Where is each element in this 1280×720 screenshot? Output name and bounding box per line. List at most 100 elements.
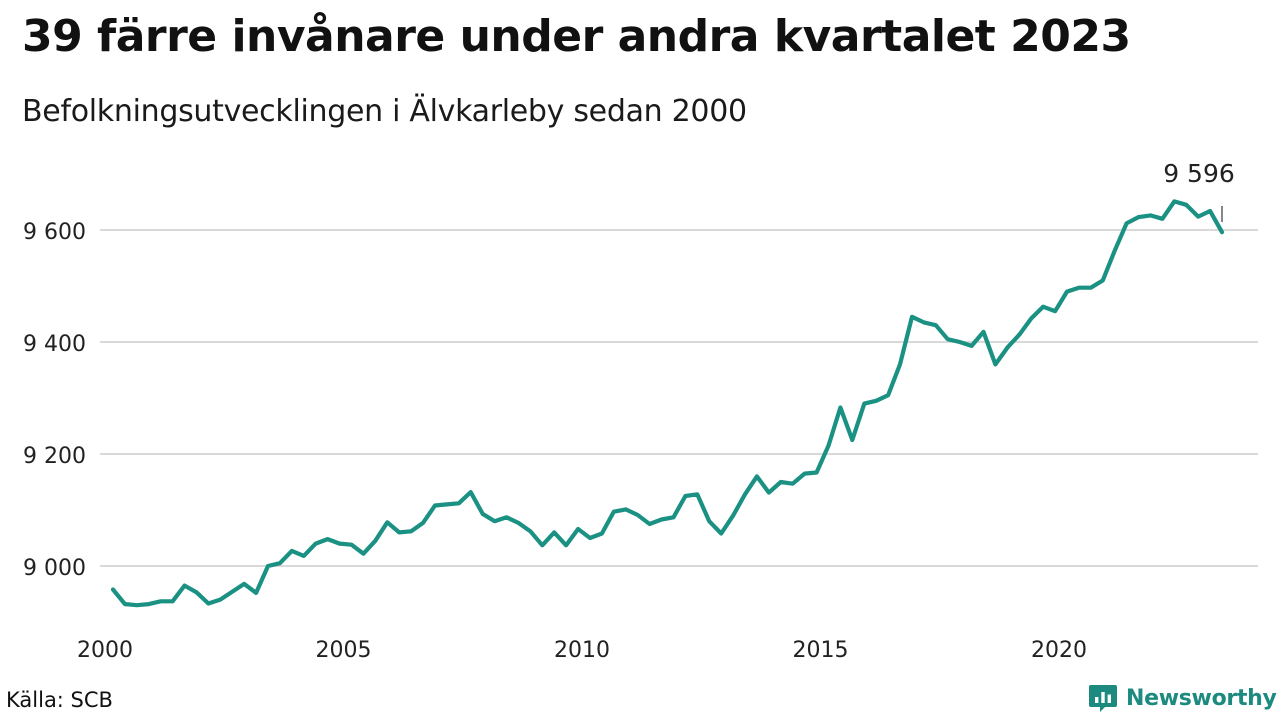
data-point — [600, 531, 604, 535]
data-point — [1041, 305, 1045, 309]
population-series-line — [110, 199, 1225, 608]
data-point — [910, 315, 914, 319]
bar-chart-icon — [1089, 685, 1117, 712]
data-point — [325, 537, 329, 541]
data-point — [1017, 333, 1021, 337]
data-point — [1136, 215, 1140, 219]
data-point — [647, 522, 651, 526]
data-point — [826, 443, 830, 447]
data-point — [385, 520, 389, 524]
data-point — [206, 601, 210, 605]
data-point — [159, 599, 163, 603]
x-tick-label: 2000 — [77, 638, 133, 663]
x-tick-label: 2020 — [1031, 638, 1087, 663]
x-axis-tick-labels: 2000 2005 2010 2015 2020 — [77, 638, 1087, 663]
data-point — [564, 543, 568, 547]
data-point — [409, 529, 413, 533]
data-point — [671, 515, 675, 519]
data-point — [958, 340, 962, 344]
data-point — [814, 470, 818, 474]
data-point — [516, 521, 520, 525]
data-point — [552, 530, 556, 534]
data-point — [457, 501, 461, 505]
data-point — [981, 330, 985, 334]
data-point — [481, 512, 485, 516]
data-point — [1005, 345, 1009, 349]
data-point — [194, 590, 198, 594]
data-point — [302, 554, 306, 558]
x-tick-label: 2005 — [315, 638, 371, 663]
data-point — [1053, 309, 1057, 313]
last-value-label: 9 596 — [1163, 159, 1235, 188]
data-point — [946, 337, 950, 341]
data-point — [242, 582, 246, 586]
data-point — [1065, 289, 1069, 293]
chart-subtitle: Befolkningsutvecklingen i Älvkarleby sed… — [22, 94, 747, 129]
data-point — [802, 471, 806, 475]
data-point — [278, 561, 282, 565]
y-tick-label: 9 400 — [23, 332, 86, 357]
data-point — [1184, 203, 1188, 207]
data-point — [111, 587, 115, 591]
data-point — [862, 401, 866, 405]
data-point — [1089, 286, 1093, 290]
data-point — [349, 543, 353, 547]
source-note: Källa: SCB — [6, 688, 113, 712]
data-point — [624, 507, 628, 511]
data-point — [290, 549, 294, 553]
y-axis-tick-labels: 9 000 9 200 9 400 9 600 — [23, 220, 86, 581]
x-tick-label: 2010 — [554, 638, 610, 663]
data-point — [707, 519, 711, 523]
data-point — [1148, 213, 1152, 217]
data-point — [874, 399, 878, 403]
data-point — [504, 515, 508, 519]
data-point — [612, 510, 616, 514]
line-chart: 9 000 9 200 9 400 9 600 2000 2005 2010 2015 202… — [23, 159, 1258, 663]
data-point — [993, 362, 997, 366]
brand-name: Newsworthy — [1126, 685, 1277, 711]
data-point — [588, 536, 592, 540]
data-point — [922, 320, 926, 324]
data-point — [731, 513, 735, 517]
data-point — [397, 530, 401, 534]
brand-logo: Newsworthy — [1088, 683, 1277, 713]
data-point — [934, 323, 938, 327]
data-point — [898, 362, 902, 366]
data-point — [433, 503, 437, 507]
data-point — [147, 602, 151, 606]
data-point — [1196, 214, 1200, 218]
data-point — [791, 482, 795, 486]
data-point — [1160, 217, 1164, 221]
data-point — [1208, 209, 1212, 213]
data-point — [230, 590, 234, 594]
data-point — [135, 603, 139, 607]
data-point — [683, 494, 687, 498]
data-point — [695, 492, 699, 496]
gridlines — [100, 229, 1258, 567]
x-tick-label: 2015 — [792, 638, 848, 663]
data-point — [314, 541, 318, 545]
data-point — [218, 597, 222, 601]
data-point — [170, 599, 174, 603]
data-point — [755, 474, 759, 478]
data-point — [1077, 286, 1081, 290]
data-point — [540, 543, 544, 547]
data-point — [767, 490, 771, 494]
data-point — [492, 519, 496, 523]
data-points — [111, 199, 1224, 607]
data-point — [361, 552, 365, 556]
data-point — [779, 480, 783, 484]
data-point — [182, 583, 186, 587]
data-point — [445, 502, 449, 506]
data-point — [528, 529, 532, 533]
data-point — [1172, 199, 1176, 203]
data-point — [886, 393, 890, 397]
data-point — [1113, 249, 1117, 253]
data-point — [421, 521, 425, 525]
data-point — [373, 539, 377, 543]
data-point — [1029, 316, 1033, 320]
data-point — [254, 591, 258, 595]
data-point — [469, 490, 473, 494]
data-point — [1220, 230, 1224, 234]
data-point — [838, 405, 842, 409]
